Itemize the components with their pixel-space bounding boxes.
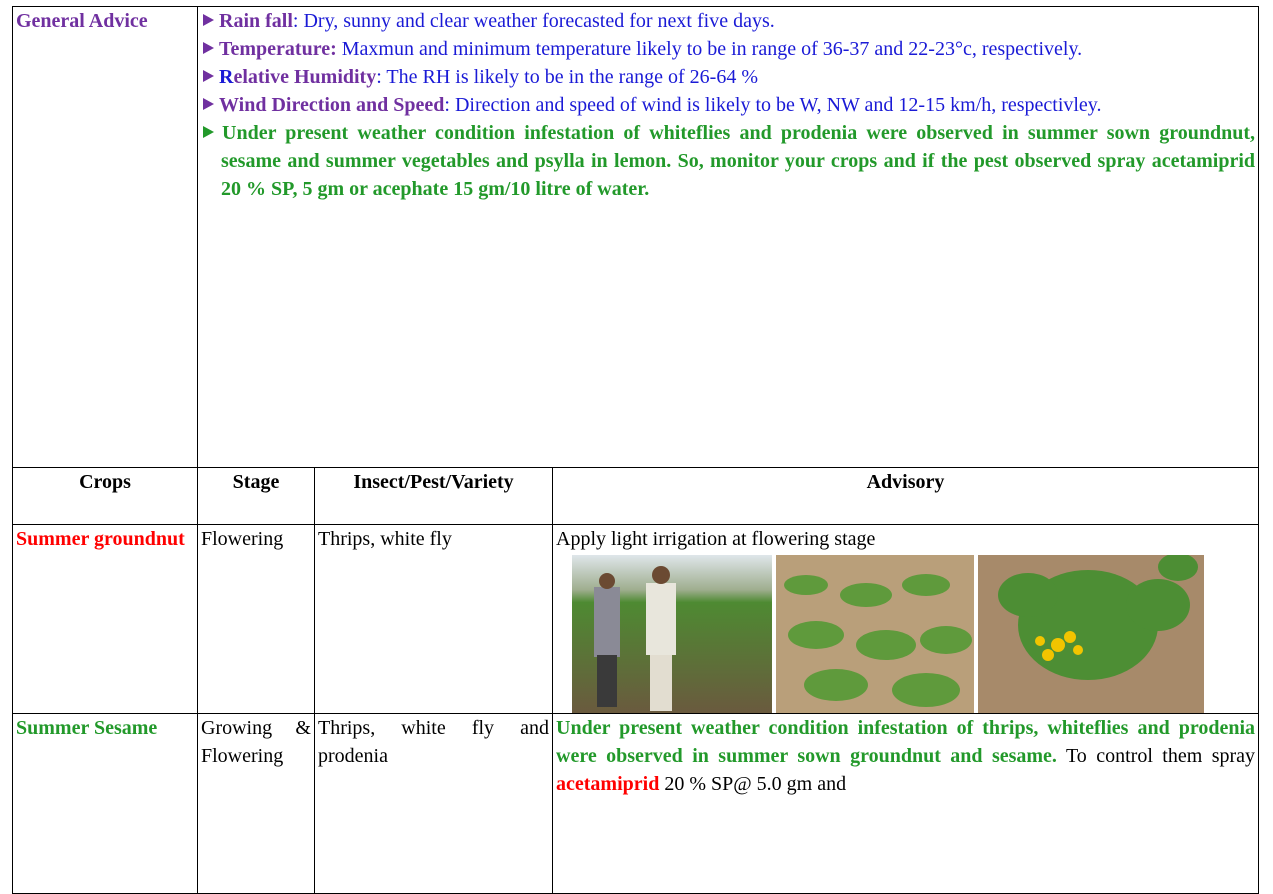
general-label: General Advice <box>16 10 148 32</box>
header-stage: Stage <box>233 471 280 493</box>
header-crops: Crops <box>79 471 131 493</box>
advisory-chemical: acetamiprid <box>556 773 659 795</box>
advisory-text: To control them spray <box>1057 745 1255 767</box>
rain-item: Rain fall: Dry, sunny and clear weather … <box>201 7 1255 35</box>
item-label: Wind Direction and Speed <box>219 94 444 116</box>
header-cell: Insect/Pest/Variety <box>315 468 553 525</box>
stage-cell: Flowering <box>198 525 315 714</box>
advisory-cell: Under present weather condition infestat… <box>553 714 1259 894</box>
item-label: Rain fall <box>219 10 293 32</box>
photo-crop-rows <box>776 555 974 713</box>
item-text: : Direction and speed of wind is likely … <box>444 94 1101 116</box>
general-row: General Advice Rain fall: Dry, sunny and… <box>13 7 1259 468</box>
item-label: Temperature: <box>219 38 337 60</box>
header-cell: Crops <box>13 468 198 525</box>
general-list: Rain fall: Dry, sunny and clear weather … <box>201 7 1255 203</box>
crop-name: Summer groundnut <box>16 528 185 550</box>
crop-cell: Summer groundnut <box>13 525 198 714</box>
groundnut-row: Summer groundnut Flowering Thrips, white… <box>13 525 1259 714</box>
header-row: Crops Stage Insect/Pest/Variety Advisory <box>13 468 1259 525</box>
advisory-text: Apply light irrigation at flowering stag… <box>556 525 1255 553</box>
pest-cell: Thrips, white fly and prodenia <box>315 714 553 894</box>
item-text: : Dry, sunny and clear weather forecaste… <box>293 10 775 32</box>
crop-name: Summer Sesame <box>16 717 157 739</box>
header-insect: Insect/Pest/Variety <box>353 471 513 493</box>
general-content-cell: Rain fall: Dry, sunny and clear weather … <box>198 7 1259 468</box>
bullet <box>203 42 214 54</box>
bullet <box>203 126 214 138</box>
general-label-cell: General Advice <box>13 7 198 468</box>
photo-flowering-plant <box>978 555 1204 713</box>
bullet <box>203 14 214 26</box>
wind-item: Wind Direction and Speed: Direction and … <box>201 91 1255 119</box>
stage: Flowering <box>201 528 283 550</box>
item-text: Maxmun and minimum temperature likely to… <box>337 38 1082 60</box>
humidity-item: Relative Humidity: The RH is likely to b… <box>201 63 1255 91</box>
header-cell: Advisory <box>553 468 1259 525</box>
page-body: General Advice Rain fall: Dry, sunny and… <box>0 0 1273 877</box>
pest: Thrips, white fly <box>318 528 452 550</box>
pest-item: Under present weather condition infestat… <box>201 119 1255 203</box>
sesame-row: Summer Sesame Growing & Flowering Thrips… <box>13 714 1259 894</box>
advisory-table: General Advice Rain fall: Dry, sunny and… <box>12 6 1259 894</box>
item-label-initial: R <box>219 66 233 88</box>
pest: Thrips, white fly and prodenia <box>318 717 549 767</box>
temperature-item: Temperature: Maxmun and minimum temperat… <box>201 35 1255 63</box>
advisory-text: 20 % SP@ 5.0 gm and <box>659 773 846 795</box>
stage: Growing & Flowering <box>201 717 311 767</box>
stage-cell: Growing & Flowering <box>198 714 315 894</box>
header-advisory: Advisory <box>867 471 945 493</box>
pest-cell: Thrips, white fly <box>315 525 553 714</box>
page: html,body{margin:0;padding:0;width:1273p… <box>0 0 1273 877</box>
bullet <box>203 70 214 82</box>
item-label: elative Humidity <box>233 66 376 88</box>
item-text: Under present weather condition infestat… <box>221 122 1255 200</box>
photo-field-farmers <box>572 555 772 713</box>
item-text: : The RH is likely to be in the range of… <box>376 66 758 88</box>
header-cell: Stage <box>198 468 315 525</box>
bullet <box>203 98 214 110</box>
advisory-cell: Apply light irrigation at flowering stag… <box>553 525 1259 714</box>
crop-cell: Summer Sesame <box>13 714 198 894</box>
photo-strip <box>572 555 1255 713</box>
